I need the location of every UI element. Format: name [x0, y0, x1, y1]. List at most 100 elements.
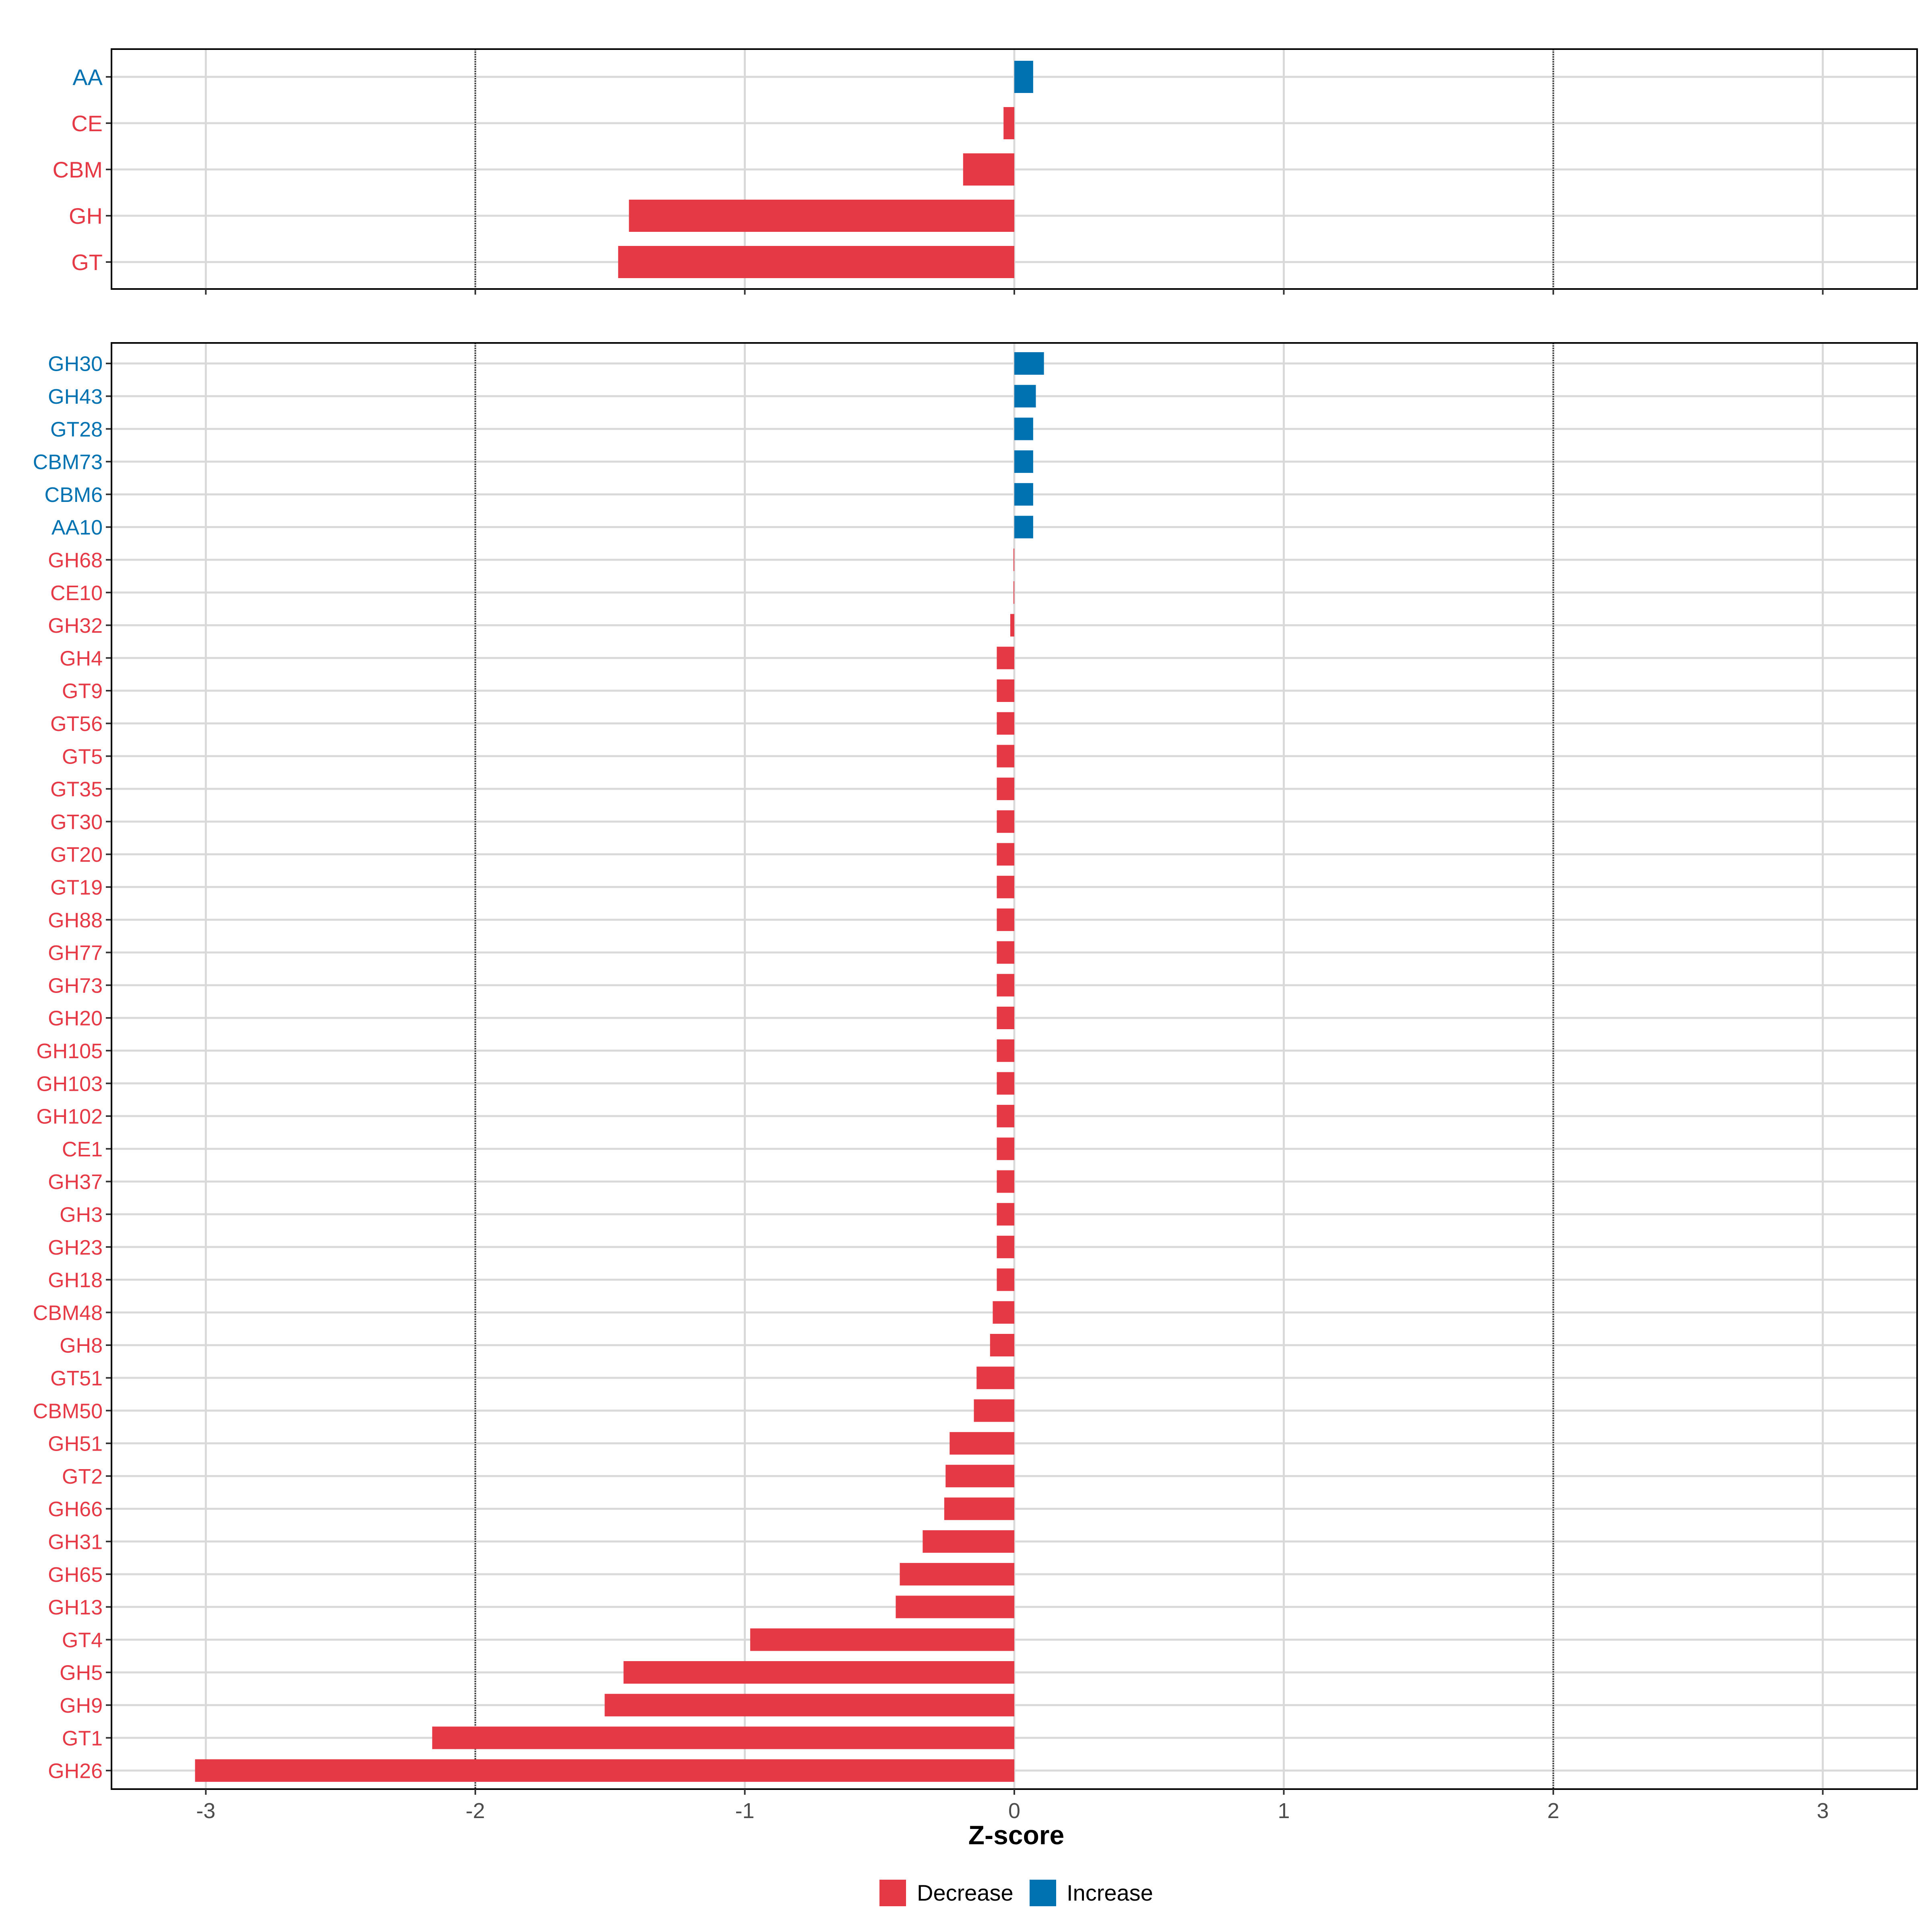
- bar-cbm50: [974, 1399, 1014, 1422]
- bar-gh4: [997, 646, 1014, 669]
- bar-cbm: [963, 153, 1014, 186]
- bar-gh31: [923, 1530, 1014, 1553]
- y-tick-label-ce1: CE1: [62, 1138, 103, 1161]
- bar-gh43: [1014, 385, 1036, 408]
- bar-gh68: [1013, 548, 1014, 571]
- y-tick-label-gh65: GH65: [48, 1563, 103, 1587]
- bar-gh20: [997, 1007, 1014, 1029]
- bar-gt9: [997, 679, 1014, 702]
- y-tick-label-gh66: GH66: [48, 1498, 103, 1521]
- x-tick-label: -2: [466, 1799, 485, 1823]
- bar-gt5: [997, 745, 1014, 768]
- y-tick-label-gh18: GH18: [48, 1269, 103, 1292]
- class-panel: AA CE CBM GH GT: [53, 48, 1918, 295]
- y-tick-label-gh77: GH77: [48, 941, 103, 965]
- bar-gh32: [1010, 614, 1014, 637]
- bar-gh88: [997, 908, 1014, 931]
- legend-label-decrease: Decrease: [917, 1880, 1013, 1905]
- bar-gt30: [997, 810, 1014, 833]
- x-axis-title: Z-score: [968, 1820, 1064, 1850]
- y-tick-label-gh37: GH37: [48, 1170, 103, 1194]
- y-tick-label-gh31: GH31: [48, 1531, 103, 1554]
- y-tick-label-gh26: GH26: [48, 1760, 103, 1783]
- y-tick-label-gh68: GH68: [48, 549, 103, 572]
- bar-gt20: [997, 843, 1014, 866]
- bar-gh13: [896, 1596, 1014, 1618]
- bar-gt19: [997, 875, 1014, 898]
- y-tick-label-gt9: GT9: [62, 680, 103, 703]
- y-tick-label-gh4: GH4: [60, 647, 103, 670]
- bar-gh105: [997, 1039, 1014, 1062]
- bar-gh103: [997, 1072, 1014, 1095]
- y-tick-label-ce10: CE10: [50, 582, 103, 605]
- bar-gh66: [944, 1497, 1014, 1520]
- bar-gh65: [900, 1563, 1014, 1586]
- y-tick-label-gh51: GH51: [48, 1432, 103, 1456]
- y-tick-label-gh103: GH103: [36, 1072, 103, 1096]
- bar-gt56: [997, 712, 1014, 735]
- bar-gt1: [432, 1726, 1014, 1749]
- y-tick-label-gh30: GH30: [48, 353, 103, 376]
- bar-gh3: [997, 1203, 1014, 1226]
- bar-gh26: [195, 1759, 1015, 1782]
- y-tick-label-aa10: AA10: [52, 516, 103, 539]
- bar-aa: [1014, 61, 1033, 93]
- x-axis: -3 -2 -1 0 1 2 3: [196, 1799, 1829, 1823]
- y-tick-label-aa: AA: [72, 64, 103, 90]
- bar-cbm48: [993, 1301, 1014, 1324]
- bar-gh8: [990, 1334, 1014, 1356]
- y-tick-label-gt20: GT20: [50, 843, 103, 867]
- y-tick-label-gh13: GH13: [48, 1596, 103, 1619]
- x-tick-label: -3: [196, 1799, 215, 1823]
- legend-key-increase: [1030, 1880, 1056, 1906]
- y-tick-label-gh8: GH8: [60, 1334, 103, 1358]
- bar-gh: [629, 200, 1014, 232]
- y-tick-label-gt2: GT2: [62, 1465, 103, 1488]
- bar-gh77: [997, 941, 1014, 964]
- y-tick-label-cbm73: CBM73: [33, 451, 103, 474]
- y-tick-label-gh88: GH88: [48, 909, 103, 932]
- bar-gh23: [997, 1236, 1014, 1259]
- bar-ce1: [997, 1137, 1014, 1160]
- y-tick-label-gh23: GH23: [48, 1236, 103, 1259]
- y-tick-label-gh: GH: [69, 203, 103, 229]
- y-tick-label-gh43: GH43: [48, 385, 103, 409]
- bar-gh18: [997, 1268, 1014, 1291]
- y-tick-label-gt28: GT28: [50, 418, 103, 441]
- x-tick-label: 2: [1547, 1799, 1559, 1823]
- bar-ce10: [1013, 581, 1014, 604]
- y-tick-label-gh20: GH20: [48, 1007, 103, 1030]
- bar-cbm6: [1014, 483, 1033, 506]
- bar-gh5: [623, 1661, 1014, 1684]
- bar-cbm73: [1014, 450, 1033, 473]
- y-tick-label-gt4: GT4: [62, 1629, 103, 1652]
- y-tick-label-gt5: GT5: [62, 745, 103, 768]
- y-tick-label-gt56: GT56: [50, 712, 103, 736]
- bar-gh102: [997, 1104, 1014, 1127]
- y-tick-label-gh102: GH102: [36, 1105, 103, 1129]
- bar-gh37: [997, 1170, 1014, 1193]
- legend-key-decrease: [879, 1880, 906, 1906]
- y-tick-label-gh32: GH32: [48, 614, 103, 638]
- bar-gt4: [750, 1628, 1014, 1651]
- x-tick-label: 3: [1817, 1799, 1829, 1823]
- bar-gh9: [605, 1694, 1014, 1717]
- y-tick-label-cbm48: CBM48: [33, 1301, 103, 1325]
- y-tick-label-gt51: GT51: [50, 1367, 103, 1390]
- y-tick-label-cbm50: CBM50: [33, 1399, 103, 1423]
- y-tick-label-gh73: GH73: [48, 974, 103, 997]
- bar-gt2: [945, 1465, 1014, 1488]
- bar-gt35: [997, 777, 1014, 800]
- y-tick-label-gt19: GT19: [50, 876, 103, 900]
- y-tick-label-ce: CE: [71, 111, 103, 136]
- bar-gh51: [949, 1432, 1014, 1455]
- x-tick-label: 0: [1008, 1799, 1020, 1823]
- bar-ce: [1003, 107, 1014, 139]
- x-tick-label: -1: [735, 1799, 754, 1823]
- legend-label-increase: Increase: [1067, 1880, 1153, 1905]
- legend: Decrease Increase: [879, 1880, 1153, 1906]
- y-tick-label-gt1: GT1: [62, 1727, 103, 1750]
- y-tick-label-gh9: GH9: [60, 1694, 103, 1717]
- y-tick-label-gh105: GH105: [36, 1040, 103, 1063]
